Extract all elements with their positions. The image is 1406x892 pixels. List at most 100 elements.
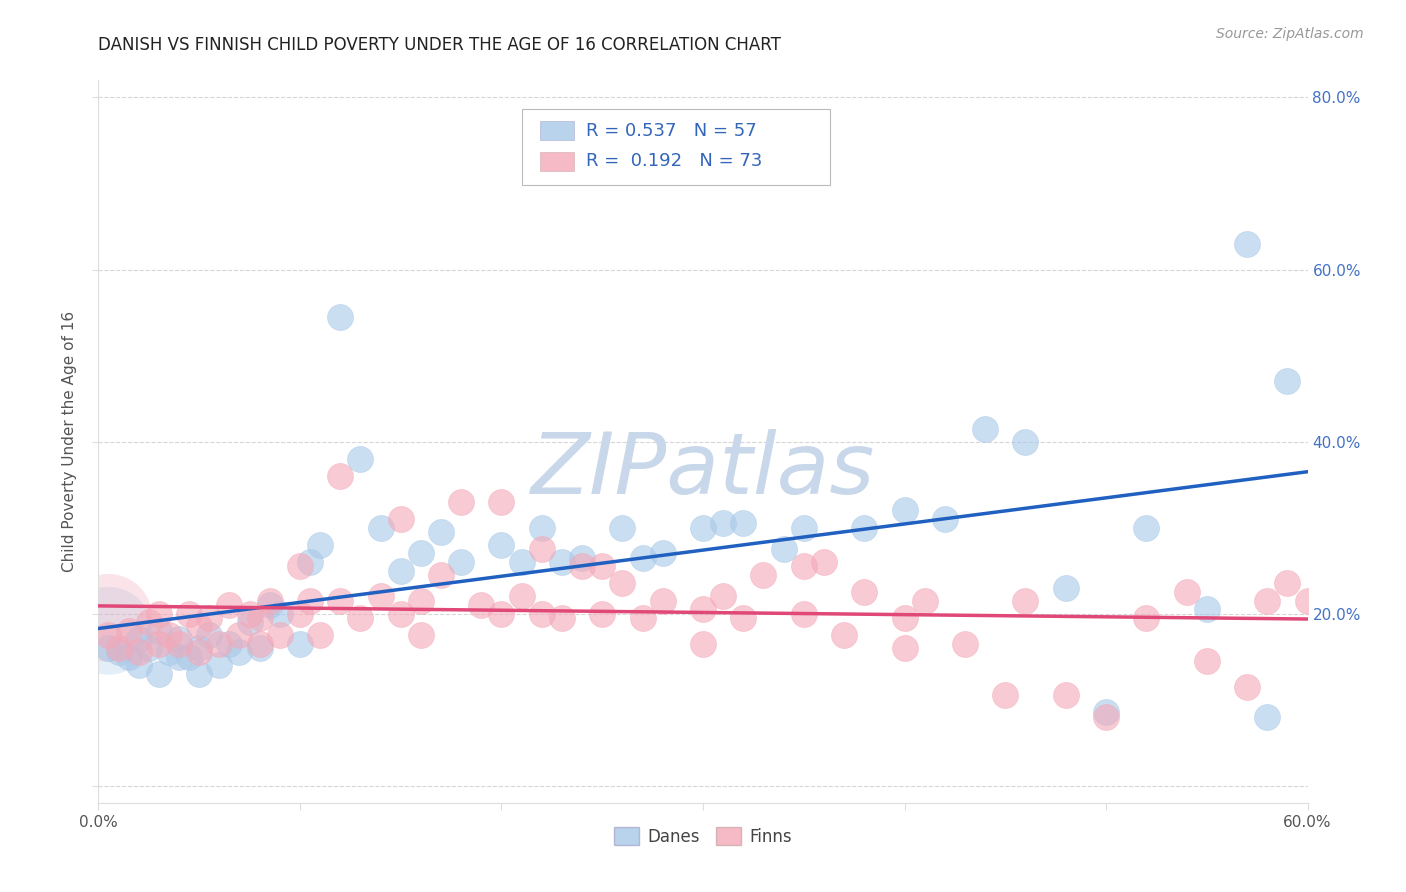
Point <box>793 559 815 574</box>
Point <box>409 628 432 642</box>
Point <box>893 503 915 517</box>
Point <box>409 546 432 560</box>
Point <box>430 524 453 539</box>
Point <box>97 628 120 642</box>
Point <box>239 607 262 621</box>
Point <box>1296 593 1319 607</box>
Point <box>1054 688 1077 702</box>
Text: DANISH VS FINNISH CHILD POVERTY UNDER THE AGE OF 16 CORRELATION CHART: DANISH VS FINNISH CHILD POVERTY UNDER TH… <box>98 36 782 54</box>
Legend: Danes, Finns: Danes, Finns <box>607 821 799 852</box>
Point <box>167 632 190 647</box>
Point <box>1014 593 1036 607</box>
Point <box>1175 585 1198 599</box>
Point <box>349 611 371 625</box>
Point <box>1277 576 1299 591</box>
Point <box>793 607 815 621</box>
Point <box>631 611 654 625</box>
Point <box>329 593 352 607</box>
Point <box>148 624 170 638</box>
Point <box>934 512 956 526</box>
Point <box>269 628 291 642</box>
Point <box>370 520 392 534</box>
Point <box>1256 710 1278 724</box>
Point <box>239 615 262 630</box>
Point <box>692 637 714 651</box>
Point <box>157 645 180 659</box>
Text: ZIPatlas: ZIPatlas <box>531 429 875 512</box>
Point <box>733 611 755 625</box>
Point <box>128 658 150 673</box>
Point <box>491 494 513 508</box>
Point <box>259 598 281 612</box>
Point <box>198 611 221 625</box>
FancyBboxPatch shape <box>540 152 574 170</box>
Point <box>853 585 876 599</box>
Point <box>530 520 553 534</box>
Point <box>309 628 332 642</box>
Point <box>612 520 634 534</box>
Point <box>118 649 141 664</box>
Point <box>259 593 281 607</box>
FancyBboxPatch shape <box>540 121 574 140</box>
Point <box>1195 602 1218 616</box>
Point <box>128 632 150 647</box>
Point <box>249 640 271 655</box>
Point <box>571 550 593 565</box>
Point <box>188 666 211 681</box>
Point <box>893 640 915 655</box>
Point <box>138 640 160 655</box>
Point <box>1256 593 1278 607</box>
Point <box>772 542 794 557</box>
Point <box>249 637 271 651</box>
Point <box>288 559 311 574</box>
Point <box>299 593 322 607</box>
Point <box>188 640 211 655</box>
Point <box>409 593 432 607</box>
Point <box>107 645 129 659</box>
Point <box>167 649 190 664</box>
Point <box>157 628 180 642</box>
Point <box>1054 581 1077 595</box>
Point <box>148 607 170 621</box>
Point <box>692 602 714 616</box>
Point <box>148 666 170 681</box>
Point <box>450 494 472 508</box>
Point <box>228 628 250 642</box>
Point <box>631 550 654 565</box>
Point <box>450 555 472 569</box>
Point <box>530 607 553 621</box>
Text: Source: ZipAtlas.com: Source: ZipAtlas.com <box>1216 27 1364 41</box>
Point <box>288 637 311 651</box>
Point <box>914 593 936 607</box>
Point <box>591 559 613 574</box>
Point <box>530 542 553 557</box>
Point <box>711 590 734 604</box>
Point <box>1135 520 1157 534</box>
Point <box>97 640 120 655</box>
Point <box>510 590 533 604</box>
Point <box>793 520 815 534</box>
Point <box>1014 434 1036 449</box>
Point <box>269 607 291 621</box>
Point <box>349 451 371 466</box>
Point <box>651 593 673 607</box>
Point <box>974 422 997 436</box>
Point <box>218 637 240 651</box>
Point <box>651 546 673 560</box>
Point <box>208 658 231 673</box>
Point <box>752 567 775 582</box>
Point <box>389 512 412 526</box>
Point <box>1095 706 1118 720</box>
Point <box>128 645 150 659</box>
Point <box>853 520 876 534</box>
Point <box>188 619 211 633</box>
Point <box>299 555 322 569</box>
Point <box>813 555 835 569</box>
Point <box>188 645 211 659</box>
Point <box>551 611 574 625</box>
Point <box>1095 710 1118 724</box>
Point <box>118 624 141 638</box>
Point <box>370 590 392 604</box>
Point <box>329 310 352 324</box>
Point <box>198 628 221 642</box>
